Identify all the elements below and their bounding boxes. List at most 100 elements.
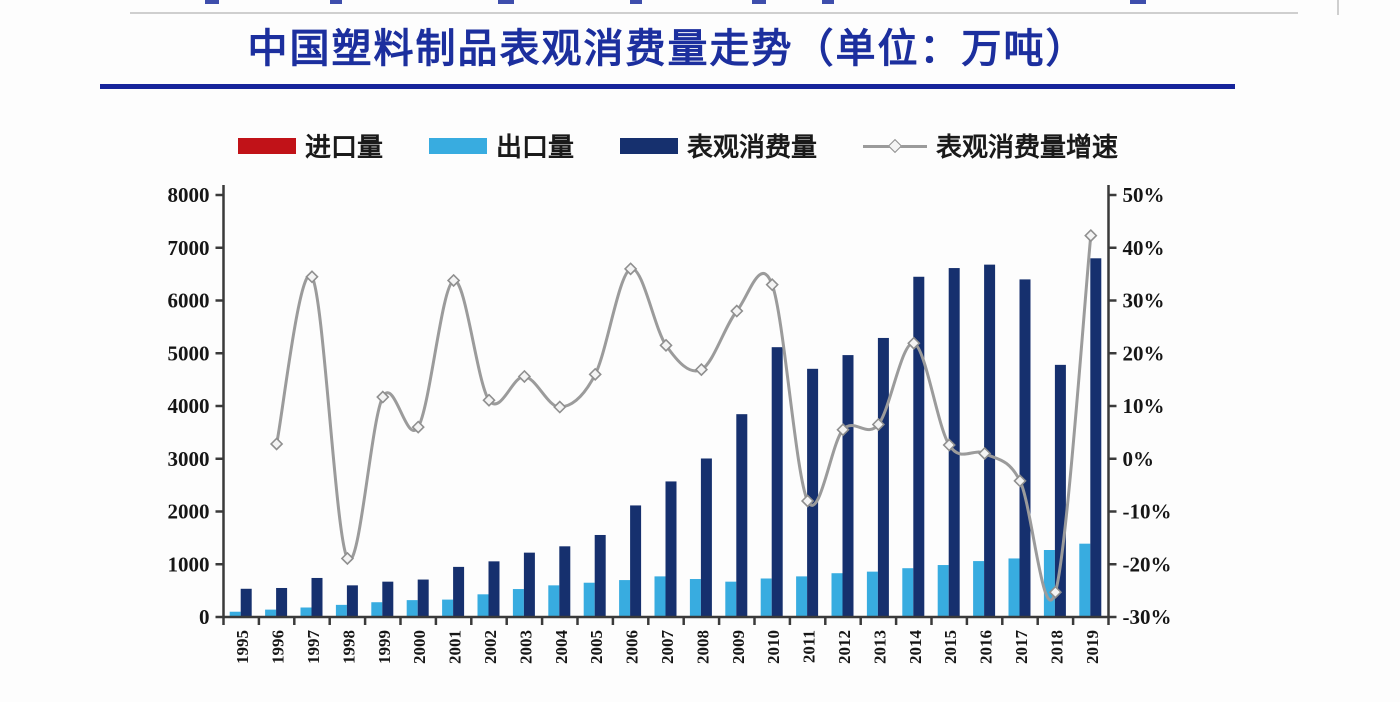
- bar-consumption-2014: [913, 276, 925, 617]
- x-tick-label-2019: 2019: [1083, 630, 1102, 664]
- bar-export-2017: [1008, 558, 1020, 617]
- bar-consumption-2013: [877, 337, 889, 617]
- bar-consumption-1998: [346, 585, 358, 617]
- bar-consumption-2011: [807, 368, 819, 617]
- y-left-tick-label: 3000: [168, 447, 210, 471]
- bar-export-2002: [477, 594, 489, 617]
- import-swatch-icon: [238, 137, 296, 154]
- x-tick-label-2001: 2001: [446, 630, 465, 664]
- growth-marker: [553, 400, 567, 414]
- bar-consumption-2007: [665, 481, 677, 617]
- growth-marker: [340, 551, 355, 566]
- x-tick-label-1998: 1998: [339, 630, 358, 664]
- y-left-tick-label: 0: [199, 605, 210, 629]
- bar-consumption-2004: [559, 546, 571, 617]
- growth-marker: [446, 273, 461, 288]
- bar-consumption-2018: [1054, 364, 1066, 617]
- consumption-swatch-icon: [620, 137, 679, 154]
- x-tick-label-2011: 2011: [800, 630, 819, 663]
- x-tick-label-2013: 2013: [870, 630, 889, 664]
- bar-export-2008: [689, 579, 701, 617]
- y-left-tick-label: 7000: [168, 236, 210, 260]
- y-left-tick-label: 8000: [168, 183, 210, 207]
- bar-export-2007: [654, 576, 666, 617]
- x-tick-label-2006: 2006: [623, 630, 642, 664]
- growth-marker: [588, 367, 602, 381]
- x-tick-label-2000: 2000: [410, 630, 429, 664]
- chart-title: 中国塑料制品表观消费量走势（单位：万吨）: [247, 27, 1088, 71]
- growth-marker: [659, 338, 673, 352]
- y-left-tick-label: 2000: [168, 500, 210, 524]
- y-right-tick-label: -20%: [1123, 552, 1172, 576]
- x-tick-label-1999: 1999: [375, 630, 394, 664]
- bar-consumption-1999: [382, 581, 394, 617]
- bar-export-2016: [973, 561, 985, 617]
- bar-export-2004: [548, 585, 560, 617]
- bar-export-2015: [937, 565, 949, 617]
- x-tick-label-1995: 1995: [233, 630, 252, 664]
- legend-label-growth: 表观消费量增速: [936, 132, 1119, 162]
- y-left-tick-label: 5000: [168, 341, 210, 365]
- growth-marker: [1084, 228, 1098, 243]
- x-tick-label-2008: 2008: [693, 630, 712, 664]
- bar-export-2003: [512, 589, 524, 617]
- legend-label-consumption: 表观消费量: [687, 132, 818, 162]
- bar-export-1995: [229, 611, 241, 617]
- y-right-tick-label: -30%: [1123, 605, 1172, 629]
- y-right-tick-label: 20%: [1123, 341, 1165, 365]
- cropped-text-artifact: [1130, 0, 1146, 4]
- bar-consumption-2019: [1090, 258, 1102, 617]
- growth-marker: [305, 270, 319, 284]
- bar-export-2014: [902, 568, 914, 617]
- bar-consumption-2002: [488, 561, 500, 617]
- bar-export-1998: [335, 604, 347, 617]
- bar-consumption-2015: [948, 268, 960, 617]
- growth-marker: [1013, 474, 1027, 488]
- x-tick-label-2014: 2014: [906, 630, 925, 665]
- x-tick-label-2004: 2004: [552, 630, 571, 665]
- growth-marker: [907, 336, 921, 350]
- bar-consumption-2008: [700, 458, 712, 617]
- bar-export-2012: [831, 573, 843, 617]
- growth-marker: [836, 423, 850, 437]
- y-right-tick-label: -10%: [1123, 500, 1172, 524]
- x-tick-label-2017: 2017: [1012, 630, 1031, 665]
- bar-consumption-2009: [736, 414, 748, 617]
- bar-consumption-2016: [984, 264, 996, 617]
- bar-export-1999: [371, 602, 383, 617]
- legend-item-export: 出口量: [429, 127, 574, 164]
- bar-export-2001: [442, 599, 454, 617]
- bar-export-2019: [1079, 543, 1091, 617]
- y-right-tick-label: 10%: [1123, 394, 1165, 418]
- x-tick-label-1997: 1997: [304, 630, 323, 665]
- bar-consumption-2006: [630, 505, 642, 617]
- growth-marker: [517, 369, 532, 384]
- title-underline: [100, 84, 1235, 89]
- growth-marker: [730, 304, 744, 318]
- bar-consumption-2017: [1019, 279, 1031, 617]
- growth-marker: [482, 393, 496, 407]
- x-tick-label-2010: 2010: [764, 630, 783, 664]
- growth-marker: [800, 494, 815, 508]
- growth-marker: [871, 417, 886, 432]
- x-tick-label-2009: 2009: [729, 630, 748, 664]
- y-left-tick-label: 6000: [168, 289, 210, 313]
- x-tick-label-2015: 2015: [941, 630, 960, 664]
- x-tick-label-2007: 2007: [658, 630, 677, 665]
- bar-export-2011: [796, 576, 808, 617]
- bar-export-1996: [265, 609, 277, 617]
- bar-consumption-1995: [240, 588, 252, 617]
- bar-export-2010: [760, 578, 772, 617]
- growth-marker: [977, 446, 992, 461]
- cropped-text-artifact: [822, 0, 834, 4]
- growth-marker: [623, 262, 638, 276]
- x-tick-label-2016: 2016: [977, 630, 996, 664]
- bar-export-2009: [725, 581, 737, 617]
- y-right-tick-label: 0%: [1123, 447, 1155, 471]
- x-tick-label-2005: 2005: [587, 630, 606, 664]
- legend-label-import: 进口量: [305, 132, 384, 162]
- growth-line: [275, 234, 1093, 602]
- growth-marker: [1048, 585, 1063, 599]
- x-tick-label-2018: 2018: [1047, 630, 1066, 664]
